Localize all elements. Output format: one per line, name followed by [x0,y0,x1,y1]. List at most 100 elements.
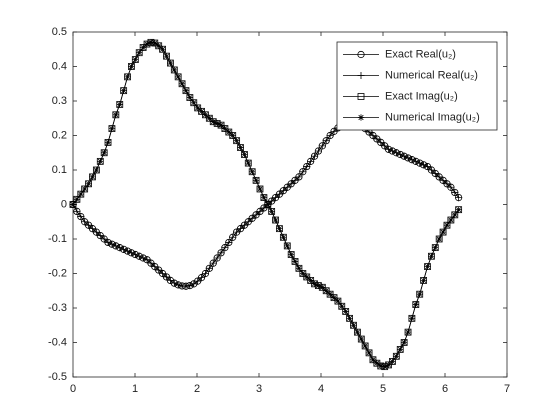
marker-plus [443,180,451,188]
marker-plus [427,166,435,174]
marker-asterisk [435,235,443,243]
marker-asterisk [295,265,303,272]
marker-asterisk [182,87,190,94]
marker-asterisk [397,346,404,353]
marker-asterisk [202,111,209,118]
marker-asterisk [159,46,166,53]
y-tick-label: 0.3 [52,95,67,107]
marker-plus [330,127,338,135]
marker-asterisk [369,356,377,363]
marker-plus [404,154,412,162]
y-tick-label: 0.1 [52,164,67,176]
marker-asterisk [311,280,318,288]
marker-plus [166,276,174,284]
marker-plus [377,138,385,146]
marker-plus [73,207,81,215]
marker-plus [124,247,132,255]
marker-asterisk [77,190,85,198]
marker-plus [135,252,143,260]
marker-plus [217,249,225,257]
marker-asterisk [400,339,408,346]
marker-asterisk [221,125,229,132]
marker-asterisk [272,216,279,224]
x-tick-label: 7 [504,383,510,395]
marker-plus [182,282,190,290]
marker-asterisk [81,185,88,193]
y-tick-label: 0.2 [52,129,67,141]
marker-asterisk [303,273,310,281]
marker-asterisk [264,201,272,208]
marker-asterisk [330,294,338,301]
marker-plus [244,218,252,226]
marker-asterisk [268,208,275,215]
marker-asterisk [377,362,384,370]
marker-asterisk [190,99,197,106]
marker-plus [162,273,170,281]
marker-asterisk [136,49,143,56]
marker-plus [170,279,178,287]
legend-label: Exact Imag(u₂) [385,90,458,102]
marker-plus [400,152,408,160]
marker-asterisk [342,308,349,315]
marker-asterisk [85,180,92,187]
marker-asterisk [112,111,120,118]
marker-plus [420,161,428,169]
marker-plus [326,132,334,139]
marker-plus [92,228,100,236]
y-tick-label: -0.2 [48,267,67,279]
marker-plus [151,263,159,271]
marker-plus [314,147,322,155]
marker-plus [221,244,229,252]
marker-asterisk [174,73,182,81]
marker-asterisk [128,63,135,70]
marker-plus [96,232,104,240]
marker-plus [190,280,198,288]
x-tick-label: 4 [318,383,324,395]
marker-plus [357,72,365,79]
marker-plus [213,254,221,262]
marker-asterisk [385,361,392,369]
marker-plus [451,188,459,196]
x-tick-label: 2 [194,383,200,395]
marker-circle [357,50,365,59]
y-tick-label: 0.4 [52,60,67,72]
marker-asterisk [287,251,295,258]
marker-plus [77,213,85,221]
marker-plus [385,145,393,153]
marker-plus [373,135,381,143]
marker-asterisk [198,108,205,115]
marker-asterisk [194,104,201,112]
marker-asterisk [393,353,400,360]
marker-plus [194,277,202,285]
marker-plus [412,157,420,165]
marker-asterisk [381,363,388,370]
marker-asterisk [89,173,96,181]
legend-label: Exact Real(u₂) [385,48,456,60]
marker-plus [88,225,96,233]
marker-asterisk [284,242,291,250]
marker-plus [275,190,283,198]
marker-plus [85,221,93,229]
marker-plus [287,180,295,188]
marker-asterisk [213,120,221,127]
y-tick-label: 0.5 [52,26,67,38]
marker-asterisk [424,263,431,270]
marker-plus [369,132,377,139]
marker-plus [388,147,396,155]
marker-asterisk [93,166,100,174]
marker-asterisk [455,206,462,213]
marker-plus [455,194,463,202]
marker-plus [381,142,389,150]
marker-plus [131,251,139,259]
marker-asterisk [404,328,412,336]
marker-plus [303,163,311,171]
marker-asterisk [237,144,244,151]
marker-asterisk [451,211,458,219]
marker-plus [237,225,245,233]
marker-plus [112,242,120,250]
x-tick-label: 3 [256,383,262,395]
marker-asterisk [373,360,381,367]
marker-asterisk [217,121,225,129]
marker-asterisk [132,56,139,63]
marker-plus [104,238,112,246]
